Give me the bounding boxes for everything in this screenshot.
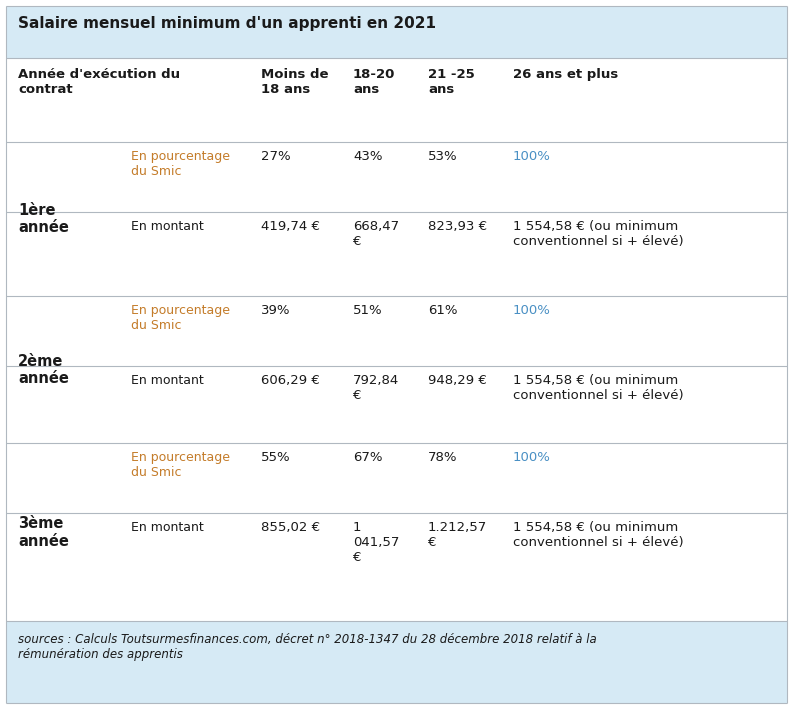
Text: 855,02 €: 855,02 € [261, 521, 320, 535]
Text: 55%: 55% [261, 452, 290, 464]
Text: 61%: 61% [428, 303, 458, 317]
Text: sources : Calculs Toutsurmesfinances.com, décret n° 2018-1347 du 28 décembre 201: sources : Calculs Toutsurmesfinances.com… [18, 633, 597, 661]
Bar [6, 212, 787, 296]
Bar [6, 57, 787, 142]
Text: 53%: 53% [428, 150, 458, 163]
Text: 43%: 43% [353, 150, 382, 163]
Text: 1 554,58 € (ou minimum
conventionnel si + élevé): 1 554,58 € (ou minimum conventionnel si … [513, 374, 684, 402]
Text: 78%: 78% [428, 452, 458, 464]
Text: 51%: 51% [353, 303, 383, 317]
Text: 100%: 100% [513, 452, 551, 464]
Text: 26 ans et plus: 26 ans et plus [513, 67, 619, 81]
Text: Salaire mensuel minimum d'un apprenti en 2021: Salaire mensuel minimum d'un apprenti en… [18, 16, 436, 31]
Text: 18-20
ans: 18-20 ans [353, 67, 396, 96]
Text: 67%: 67% [353, 452, 382, 464]
Text: 1
041,57
€: 1 041,57 € [353, 521, 400, 564]
Text: 3ème
année: 3ème année [18, 516, 69, 549]
Text: 606,29 €: 606,29 € [261, 374, 320, 387]
Text: 1 554,58 € (ou minimum
conventionnel si + élevé): 1 554,58 € (ou minimum conventionnel si … [513, 521, 684, 549]
Text: 1ère
année: 1ère année [18, 203, 69, 235]
Bar [6, 296, 787, 366]
Bar [6, 366, 787, 443]
Text: 948,29 €: 948,29 € [428, 374, 487, 387]
Bar [6, 443, 787, 513]
Text: 419,74 €: 419,74 € [261, 220, 320, 233]
Text: 668,47
€: 668,47 € [353, 220, 399, 247]
Text: En montant: En montant [131, 220, 204, 233]
Bar [6, 142, 787, 212]
Text: En montant: En montant [131, 374, 204, 387]
Text: 100%: 100% [513, 303, 551, 317]
Bar [6, 621, 787, 703]
Text: 1 554,58 € (ou minimum
conventionnel si + élevé): 1 554,58 € (ou minimum conventionnel si … [513, 220, 684, 247]
Text: 39%: 39% [261, 303, 290, 317]
Bar [6, 513, 787, 621]
Bar [6, 6, 787, 57]
Text: 27%: 27% [261, 150, 290, 163]
Text: 1.212,57
€: 1.212,57 € [428, 521, 487, 549]
Text: En pourcentage
du Smic: En pourcentage du Smic [131, 303, 230, 332]
Text: En pourcentage
du Smic: En pourcentage du Smic [131, 150, 230, 178]
Text: 21 -25
ans: 21 -25 ans [428, 67, 475, 96]
Text: 823,93 €: 823,93 € [428, 220, 487, 233]
Text: En montant: En montant [131, 521, 204, 535]
Text: 792,84
€: 792,84 € [353, 374, 399, 402]
Text: Moins de
18 ans: Moins de 18 ans [261, 67, 328, 96]
Text: 100%: 100% [513, 150, 551, 163]
Text: 2ème
année: 2ème année [18, 354, 69, 386]
Text: En pourcentage
du Smic: En pourcentage du Smic [131, 452, 230, 479]
Text: Année d'exécution du
contrat: Année d'exécution du contrat [18, 67, 180, 96]
